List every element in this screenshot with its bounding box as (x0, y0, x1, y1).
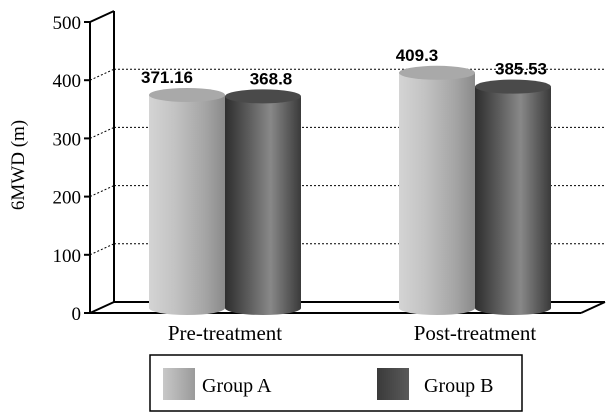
y-tick-label: 500 (53, 13, 82, 34)
floor-right-edge (580, 301, 606, 314)
bar (475, 86, 551, 315)
gridline-depth (89, 243, 115, 256)
legend-box (149, 354, 523, 412)
data-label: 409.3 (396, 46, 439, 65)
data-label: 371.16 (141, 68, 193, 87)
bar (149, 94, 225, 315)
top-depth-edge (89, 10, 115, 23)
bar (399, 72, 475, 315)
x-tick-label: Pre-treatment (168, 321, 282, 345)
gridline-depth (89, 185, 115, 198)
data-label: 368.8 (250, 69, 293, 88)
gridline-depth (89, 126, 115, 139)
y-tick-label: 300 (53, 129, 82, 150)
floor-left-edge (89, 301, 115, 314)
y-axis-title: 6MWD (m) (8, 120, 29, 210)
legend-swatch-group-b (377, 368, 409, 400)
bars (149, 65, 551, 315)
y-tick-label: 0 (72, 304, 82, 325)
bar-top (475, 79, 551, 94)
legend-swatch-group-a (163, 368, 195, 400)
legend-label-group-a: Group A (202, 375, 272, 397)
y-tick-label: 100 (53, 246, 82, 267)
y-tick-label: 200 (53, 188, 82, 209)
data-labels: 371.16 368.8 409.3 385.53 (141, 46, 547, 89)
bar-top (149, 87, 225, 102)
y-tick-label: 400 (53, 71, 82, 92)
bar-top (225, 89, 301, 104)
legend-label-group-b: Group B (424, 375, 493, 397)
x-axis-labels: Pre-treatment Post-treatment (168, 321, 537, 345)
legend: Group A Group B (149, 354, 523, 412)
y-axis-ticks: 0 100 200 300 400 500 (53, 13, 90, 325)
gridline-depth (89, 68, 115, 81)
data-label: 385.53 (495, 60, 547, 79)
bar (225, 96, 301, 315)
bar-top (399, 65, 475, 80)
x-tick-label: Post-treatment (414, 321, 537, 345)
